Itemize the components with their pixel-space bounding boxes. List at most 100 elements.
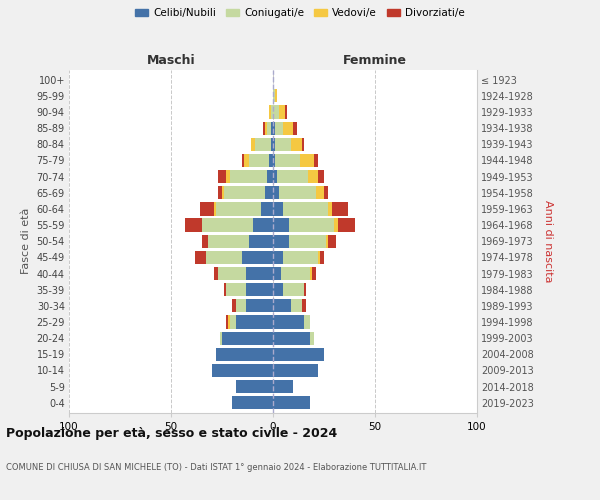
Bar [310,332,314,345]
Bar [334,218,338,232]
Bar [271,138,273,151]
Bar [273,283,283,296]
Bar [247,283,273,296]
Bar [275,154,299,167]
Bar [273,316,304,328]
Bar [232,299,236,312]
Bar [285,106,287,118]
Bar [302,299,305,312]
Bar [273,380,293,394]
Bar [293,122,298,135]
Bar [222,186,224,200]
Bar [332,202,349,215]
Bar [265,186,273,200]
Bar [320,251,324,264]
Bar [230,170,267,183]
Bar [254,138,271,151]
Bar [226,283,247,296]
Bar [196,251,206,264]
Bar [310,267,312,280]
Bar [289,234,326,248]
Bar [304,283,305,296]
Bar [216,202,261,215]
Bar [185,218,202,232]
Bar [273,106,279,118]
Bar [302,138,304,151]
Bar [275,89,277,102]
Text: Popolazione per età, sesso e stato civile - 2024: Popolazione per età, sesso e stato civil… [6,428,337,440]
Bar [289,218,334,232]
Bar [273,251,283,264]
Bar [281,267,310,280]
Bar [269,106,271,118]
Text: Maschi: Maschi [146,54,196,68]
Bar [236,316,273,328]
Bar [222,332,273,345]
Bar [273,202,283,215]
Bar [220,332,222,345]
Bar [314,154,318,167]
Bar [248,154,269,167]
Bar [265,122,267,135]
Bar [283,251,318,264]
Bar [236,299,247,312]
Bar [216,348,273,361]
Bar [273,154,275,167]
Bar [273,234,289,248]
Bar [271,106,273,118]
Bar [292,299,302,312]
Bar [214,202,216,215]
Bar [242,154,244,167]
Bar [273,348,324,361]
Bar [299,154,314,167]
Bar [328,202,332,215]
Bar [283,283,304,296]
Bar [218,267,247,280]
Bar [242,251,273,264]
Bar [273,267,281,280]
Bar [202,218,253,232]
Bar [273,138,275,151]
Bar [224,283,226,296]
Bar [318,170,324,183]
Bar [338,218,355,232]
Bar [328,234,336,248]
Bar [226,316,228,328]
Bar [218,186,222,200]
Bar [316,186,324,200]
Bar [232,396,273,409]
Bar [308,170,318,183]
Bar [244,154,248,167]
Bar [326,234,328,248]
Bar [273,299,292,312]
Bar [273,186,279,200]
Bar [253,218,273,232]
Bar [275,122,283,135]
Bar [277,170,308,183]
Bar [267,170,273,183]
Bar [273,89,275,102]
Text: COMUNE DI CHIUSA DI SAN MICHELE (TO) - Dati ISTAT 1° gennaio 2024 - Elaborazione: COMUNE DI CHIUSA DI SAN MICHELE (TO) - D… [6,462,427,471]
Text: Femmine: Femmine [343,54,407,68]
Bar [273,396,310,409]
Bar [261,202,273,215]
Bar [218,170,226,183]
Bar [318,251,320,264]
Bar [263,122,265,135]
Legend: Celibi/Nubili, Coniugati/e, Vedovi/e, Divorziati/e: Celibi/Nubili, Coniugati/e, Vedovi/e, Di… [132,5,468,21]
Bar [251,138,254,151]
Y-axis label: Fasce di età: Fasce di età [21,208,31,274]
Bar [304,316,310,328]
Bar [230,316,236,328]
Y-axis label: Anni di nascita: Anni di nascita [544,200,553,282]
Bar [283,202,328,215]
Bar [279,186,316,200]
Bar [273,170,277,183]
Bar [248,234,273,248]
Bar [228,316,230,328]
Bar [275,138,292,151]
Bar [200,202,214,215]
Bar [267,122,271,135]
Bar [206,251,242,264]
Bar [269,154,273,167]
